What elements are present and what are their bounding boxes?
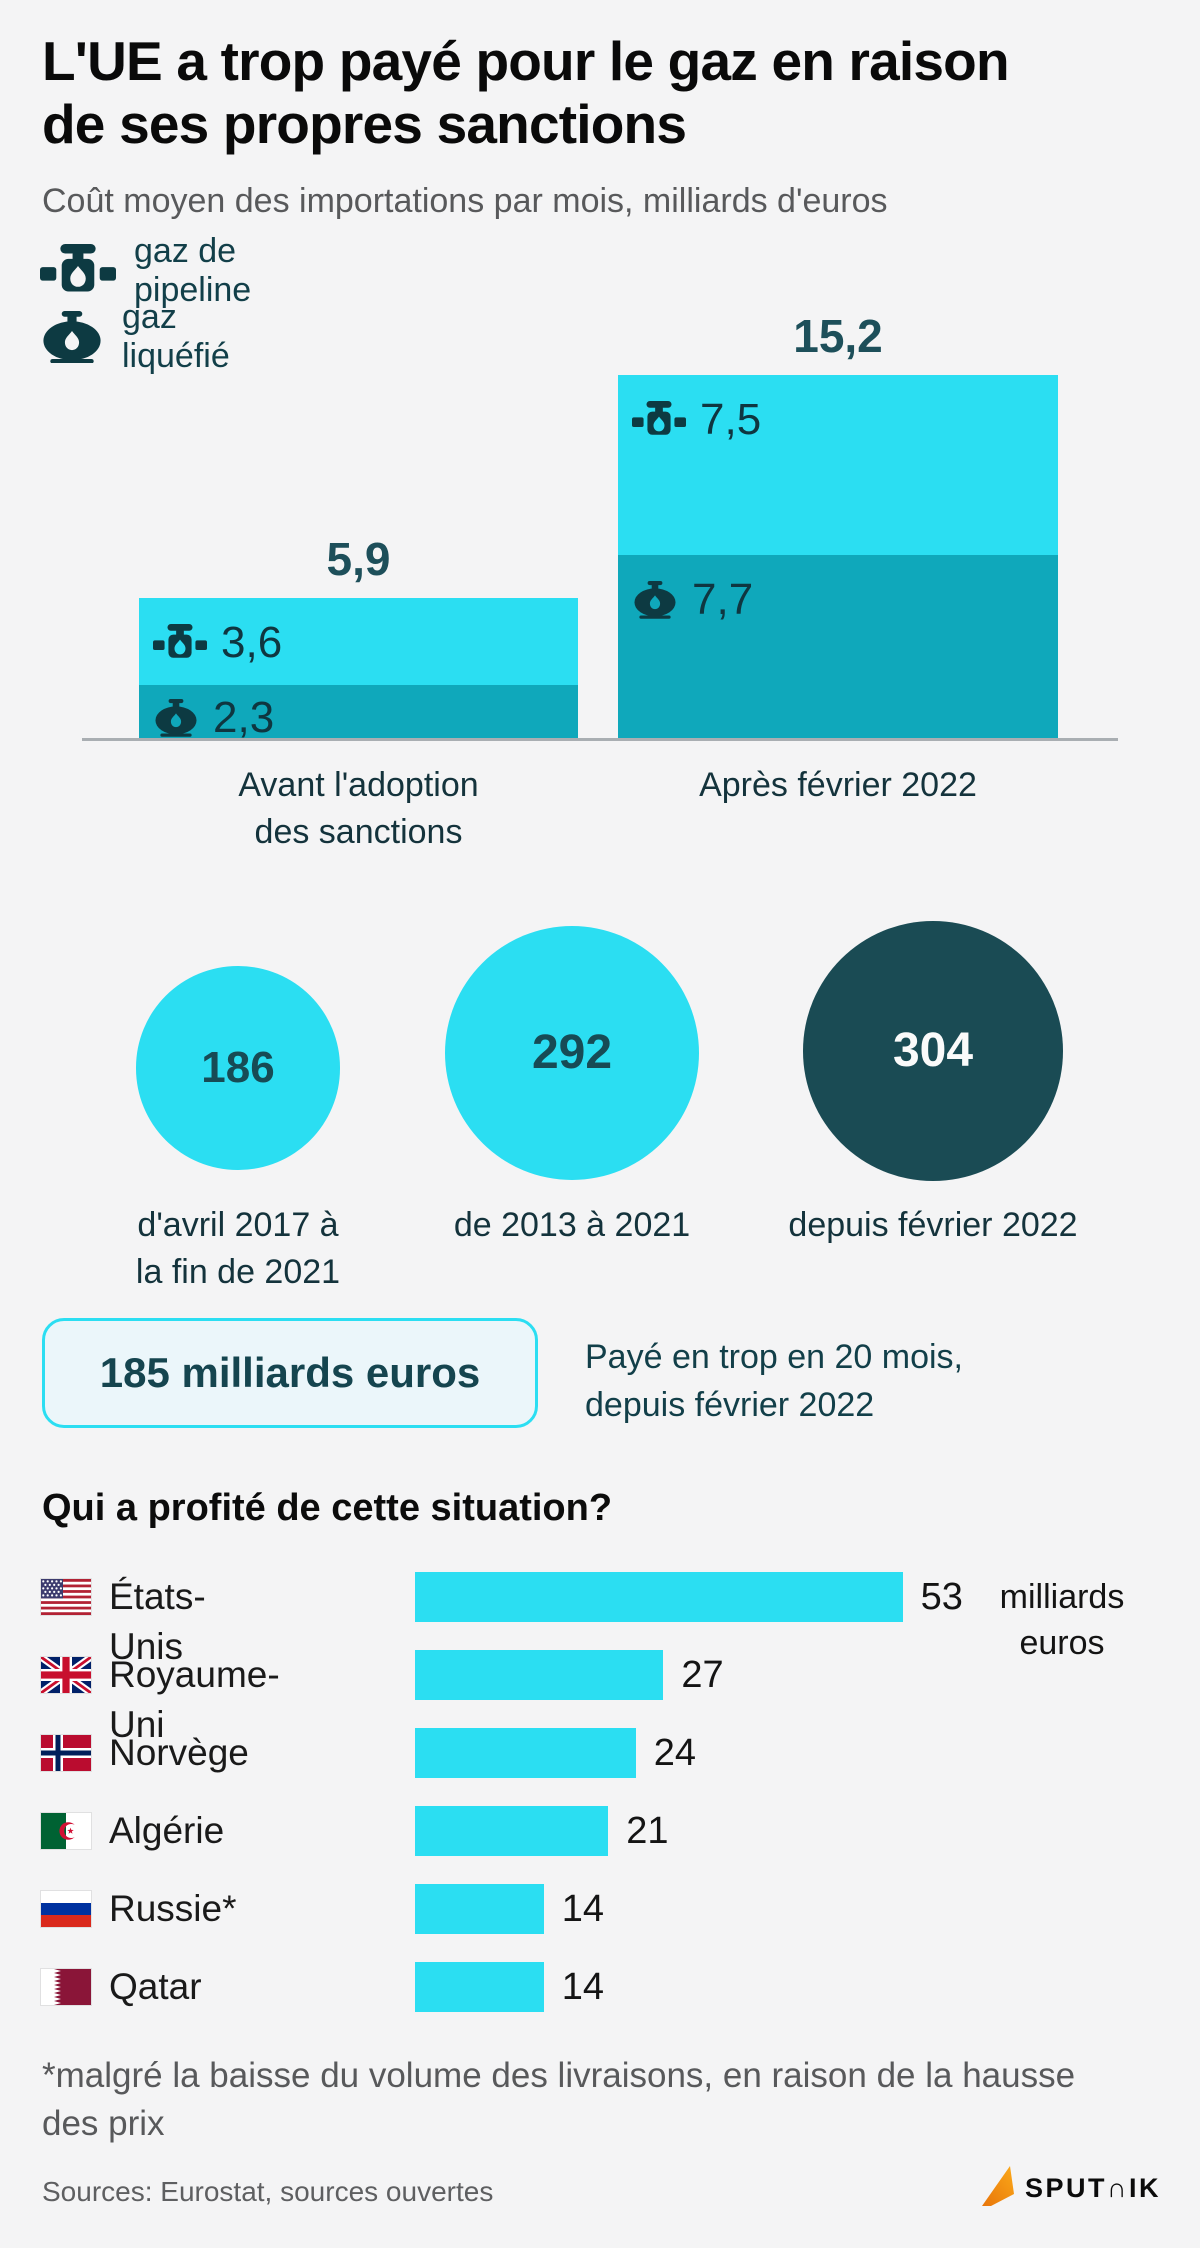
country-label: Royaume-Uni [109,1654,280,1745]
sputnik-logo-text: SPUT∩IK [1025,2173,1162,2203]
sources-credit: Sources: Eurostat, sources ouvertes [42,2176,494,2207]
bar-unit-label: milliards euros [972,1574,1152,1666]
flag-ru-icon [41,1891,91,1927]
period-circle: 292 [444,925,700,1181]
bar-segment-liquefied [139,684,578,740]
pipeline-gas-icon [40,243,116,292]
x-axis-category-label: Après février 2022 [648,762,1028,809]
period-circle-label-line: la fin de 2021 [135,1253,341,1291]
country-bar [415,1962,544,2012]
segment-value-liquefied: 2,3 [213,692,275,742]
legend-item: gaz liquéfié [40,298,230,375]
country-bar [415,1728,636,1778]
flag-dz-icon [41,1813,91,1849]
segment-label-pipeline: 7,5 [632,395,761,445]
pipeline-gas-icon [632,400,686,435]
x-axis-category-line: des sanctions [254,813,463,851]
segment-label-liquefied: 2,3 [153,693,274,743]
flag-ru [41,1891,91,1927]
period-circle-label: de 2013 à 2021 [382,1202,762,1249]
liquefied-gas-icon [40,310,104,364]
country-value: 24 [653,1732,697,1774]
bar-unit-line: euros [1019,1624,1105,1662]
bar-total-label: 15,2 [793,310,883,363]
bar-segment-pipeline [618,375,1058,556]
highlight-caption-line1: Payé en trop en 20 mois, [585,1338,964,1376]
page-title-line2: de ses propres sanctions [42,93,687,155]
bar-unit-line: milliards [999,1578,1125,1616]
country-label: États-Unis [109,1576,206,1667]
footnote-line1: *malgré la baisse du volume des livraiso… [42,2056,1076,2095]
x-axis-category-label: Avant l'adoption des sanctions [169,762,549,856]
segment-value-pipeline: 3,6 [221,618,283,668]
footnote-line2: des prix [42,2104,165,2143]
segment-value-liquefied: 7,7 [692,575,754,625]
segment-label-liquefied: 7,7 [632,575,753,625]
segment-value-pipeline: 7,5 [700,395,762,445]
flag-qa [41,1969,91,2005]
country-bar [415,1806,609,1856]
highlight-amount: 185 milliards euros [99,1349,481,1396]
country-value: 27 [681,1654,724,1696]
flag-qa-icon [41,1969,91,2005]
country-bar [415,1572,903,1622]
country-bar [415,1884,544,1934]
liquefied-gas-icon [634,581,676,620]
country-value: 53 [920,1576,963,1618]
period-circle-label-line: d'avril 2017 à [137,1206,339,1244]
flag-us [41,1579,91,1615]
flag-us-icon [41,1579,91,1615]
period-circle-label: depuis février 2022 [743,1202,1123,1249]
period-circle-label-line: depuis février 2022 [788,1206,1078,1244]
highlight-caption: Payé en trop en 20 mois, depuis février … [585,1333,963,1429]
flag-gb [38,1654,94,1696]
flag-gb-icon [38,1654,94,1696]
pipeline-gas-icon [40,243,116,298]
legend-item: gaz de pipeline [40,232,251,309]
bar-segment-pipeline [139,598,578,685]
period-circle-label: d'avril 2017 à la fin de 2021 [48,1202,428,1296]
country-value: 21 [626,1810,669,1852]
footnote: *malgré la baisse du volume des livraiso… [42,2052,1075,2148]
country-label: Qatar [109,1966,202,2007]
period-circle: 186 [136,966,340,1170]
flag-no-icon [41,1735,91,1771]
beneficiaries-heading: Qui a profité de cette situation? [42,1487,613,1529]
period-circle: 304 [803,921,1063,1181]
country-label: Algérie [109,1810,225,1851]
page-title: L'UE a trop payé pour le gaz en raison d… [42,30,1182,156]
country-label: Norvège [109,1732,249,1773]
highlight-caption-line2: depuis février 2022 [585,1386,875,1424]
pipeline-gas-icon [153,624,207,658]
country-label: Russie* [109,1888,237,1929]
x-axis-category-line: Après février 2022 [699,766,977,804]
x-axis-line [82,738,1118,741]
flag-dz [41,1813,91,1849]
liquefied-gas-icon [43,310,101,364]
flag-no [41,1735,91,1771]
country-value: 14 [561,1888,605,1930]
page-title-line1: L'UE a trop payé pour le gaz en raison [42,30,1010,92]
legend-item-label: gaz liquéfié [122,298,230,375]
country-value: 14 [561,1966,605,2008]
page-subtitle: Coût moyen des importations par mois, mi… [42,182,888,220]
country-bar [415,1650,664,1700]
sputnik-sail-icon [981,2166,1019,2211]
highlight-amount-box: 185 milliards euros [42,1318,538,1428]
liquefied-gas-icon [155,699,197,737]
x-axis-category-line: Avant l'adoption [238,766,479,804]
legend-item-label: gaz de pipeline [134,232,252,309]
bar-total-label: 5,9 [326,533,391,586]
segment-label-pipeline: 3,6 [153,618,282,668]
sputnik-logo: SPUT∩IK [981,2166,1161,2211]
bar-segment-liquefied [618,555,1058,740]
period-circle-label-line: de 2013 à 2021 [453,1206,691,1244]
